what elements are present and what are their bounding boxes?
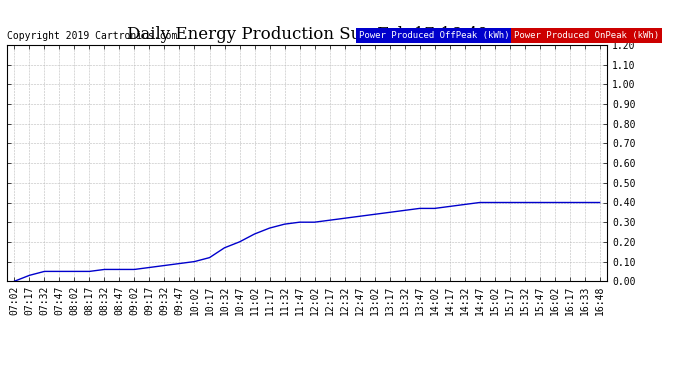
Title: Daily Energy Production Sun Feb 17 16:49: Daily Energy Production Sun Feb 17 16:49 bbox=[126, 27, 488, 44]
Text: Copyright 2019 Cartronics.com: Copyright 2019 Cartronics.com bbox=[7, 31, 177, 40]
Text: Power Produced OffPeak (kWh): Power Produced OffPeak (kWh) bbox=[359, 31, 509, 40]
Text: Power Produced OnPeak (kWh): Power Produced OnPeak (kWh) bbox=[514, 31, 659, 40]
